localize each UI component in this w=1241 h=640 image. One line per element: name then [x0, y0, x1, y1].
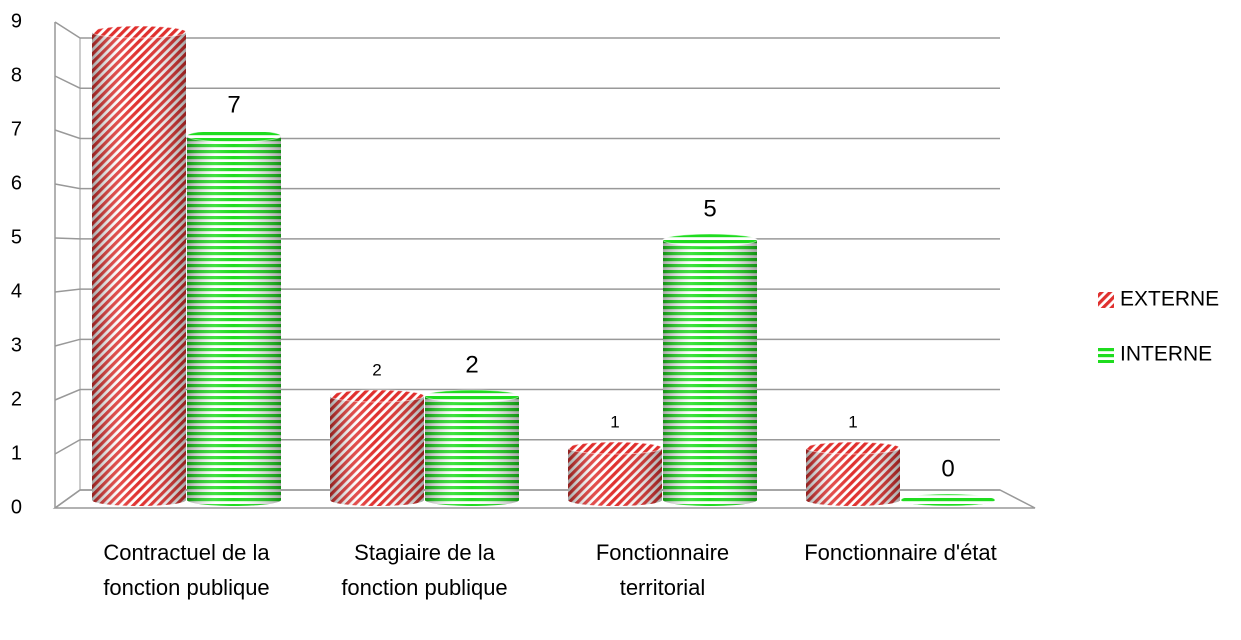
bar-cap	[662, 233, 758, 247]
y-tick-label: 4	[11, 280, 22, 302]
bar-cap	[329, 389, 425, 403]
grid-line	[54, 183, 1000, 190]
y-tick-label: 8	[11, 64, 22, 86]
data-label: 2	[372, 360, 381, 379]
bar-shade	[663, 240, 757, 506]
grid-line	[54, 129, 1000, 140]
bar-shade	[806, 448, 900, 506]
data-label: 1	[610, 412, 619, 431]
grid-line	[54, 21, 1000, 39]
y-tick-label: 9	[11, 10, 22, 32]
y-tick-label: 3	[11, 334, 22, 356]
legend-label: INTERNE	[1120, 343, 1212, 366]
y-tick-label: 5	[11, 226, 22, 248]
legend-swatch	[1098, 292, 1114, 308]
x-tick-label: Contractuel de la fonction publique	[103, 540, 270, 600]
y-tick-label: 0	[11, 496, 22, 518]
y-tick-label: 6	[11, 172, 22, 194]
bar-cap	[805, 441, 901, 455]
bar-shade	[330, 396, 424, 506]
x-tick-label: Stagiaire de la fonction publique	[341, 540, 508, 600]
bar-cap	[900, 493, 996, 507]
grid-line	[54, 75, 1000, 89]
data-label: 0	[941, 455, 954, 482]
bar-shade	[568, 448, 662, 506]
bar-cap	[91, 25, 187, 39]
bar-cap	[186, 129, 282, 143]
data-label: 7	[227, 91, 240, 118]
y-tick-label: 7	[11, 118, 22, 140]
bar-shade	[92, 32, 186, 506]
x-tick-label: Fonctionnaire d'état	[804, 540, 997, 565]
y-tick-label: 1	[11, 442, 22, 464]
legend-label: EXTERNE	[1120, 288, 1219, 311]
data-label: 2	[465, 351, 478, 378]
legend-swatch	[1098, 347, 1114, 363]
bar-cap	[424, 389, 520, 403]
y-tick-label: 2	[11, 388, 22, 410]
data-label: 1	[848, 412, 857, 431]
x-tick-label: Fonctionnaire territorial	[595, 540, 730, 600]
bar-shade	[187, 136, 281, 506]
bar-cap	[567, 441, 663, 455]
bar-shade	[425, 396, 519, 506]
data-label: 5	[703, 195, 716, 222]
